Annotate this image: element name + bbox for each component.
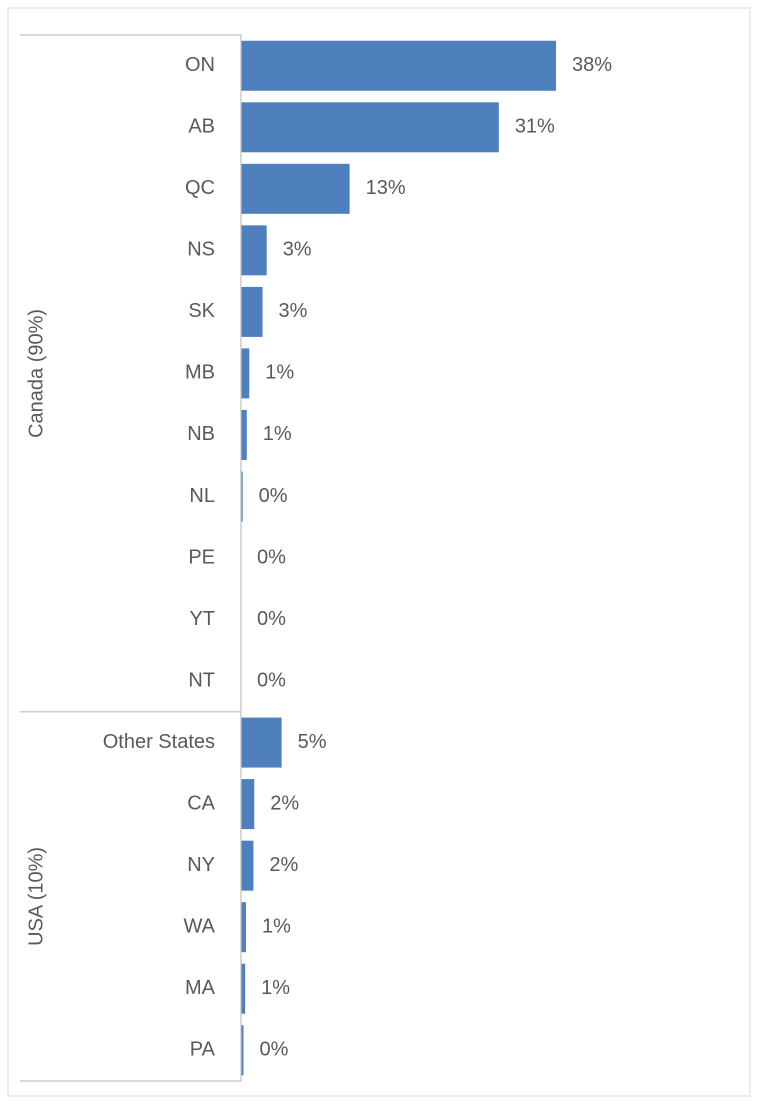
bar [241, 409, 247, 460]
category-label: ON [185, 54, 215, 76]
category-label: AB [188, 116, 215, 138]
category-label: NT [188, 669, 215, 691]
value-label: 2% [269, 854, 298, 876]
group-label: USA (10%) [25, 847, 47, 946]
category-label: PE [188, 546, 215, 568]
value-label: 3% [279, 300, 308, 322]
bar [241, 902, 246, 953]
chart-border [7, 7, 751, 1097]
category-label: MA [185, 977, 216, 999]
value-label: 2% [270, 792, 299, 814]
value-label: 0% [257, 546, 286, 568]
category-label: NL [189, 485, 215, 507]
category-label: PA [190, 1039, 216, 1061]
bar [241, 102, 499, 153]
category-label: CA [187, 792, 215, 814]
bar [241, 471, 243, 522]
bar [241, 717, 282, 768]
value-label: 1% [261, 977, 290, 999]
category-label: WA [184, 915, 216, 937]
category-label: SK [188, 300, 215, 322]
value-label: 5% [298, 731, 327, 753]
bar [241, 286, 263, 337]
value-label: 0% [257, 608, 286, 630]
category-label: NB [187, 423, 215, 445]
value-label: 1% [262, 915, 291, 937]
category-label: NS [187, 239, 215, 261]
value-label: 0% [259, 1039, 288, 1061]
value-label: 3% [283, 239, 312, 261]
value-label: 38% [572, 54, 612, 76]
bar [241, 963, 246, 1014]
bar [241, 348, 250, 399]
bar [241, 225, 267, 276]
value-label: 0% [259, 485, 288, 507]
value-label: 0% [257, 669, 286, 691]
value-label: 31% [515, 116, 555, 138]
category-label: MB [185, 362, 215, 384]
bar [241, 1025, 244, 1076]
bar [241, 779, 255, 830]
bar [241, 40, 557, 91]
category-label: Other States [103, 731, 215, 753]
category-label: QC [185, 177, 215, 199]
value-label: 1% [263, 423, 292, 445]
value-label: 1% [265, 362, 294, 384]
category-label: YT [189, 608, 215, 630]
bar [241, 163, 350, 214]
bar [241, 840, 254, 891]
category-label: NY [187, 854, 215, 876]
group-label: Canada (90%) [25, 309, 47, 438]
value-label: 13% [366, 177, 406, 199]
